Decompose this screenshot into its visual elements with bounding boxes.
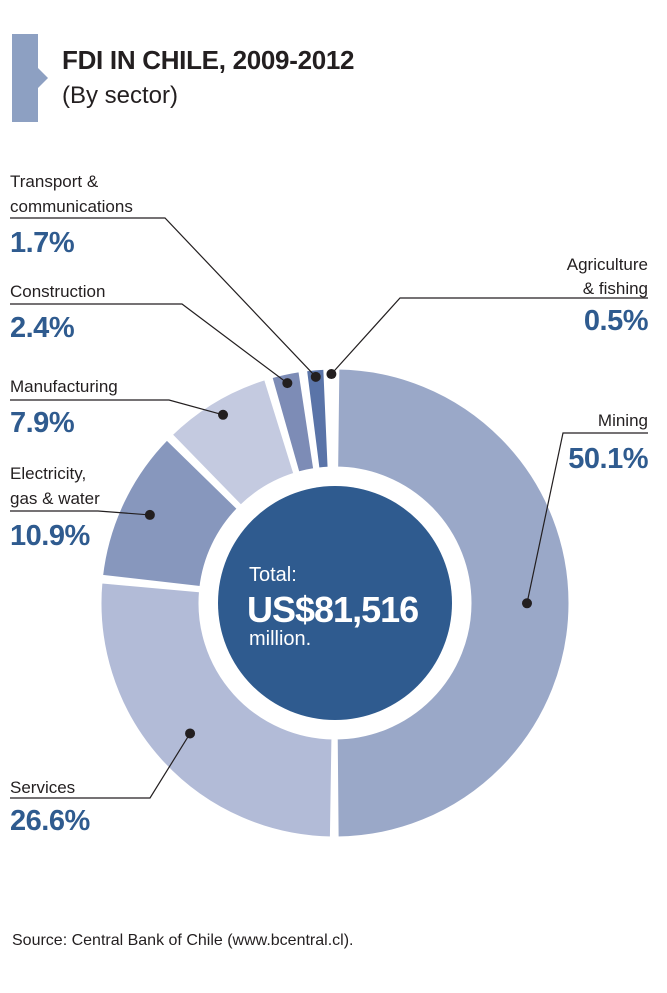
leader-line-services — [10, 733, 191, 799]
leader-line-agriculture-fishing — [330, 297, 648, 375]
slice-electricity-gas-water — [99, 436, 241, 590]
leader-dot-transport-communications — [310, 371, 321, 382]
chart-subtitle: (By sector) — [62, 82, 179, 109]
center-total-label: Total: — [249, 564, 297, 586]
leader-lines-layer — [10, 217, 648, 799]
label-electricity-gas-water-line-2: gas & water — [10, 489, 100, 508]
slice-construction — [268, 368, 317, 475]
label-mining-line-1: Mining — [598, 411, 648, 430]
labels-layer: Mining 50.1% Services 26.6% Electricity, gas … — [10, 172, 649, 837]
value-services: 26.6% — [10, 805, 90, 837]
center-total-unit: million. — [249, 628, 311, 650]
leader-dot-agriculture-fishing — [326, 369, 337, 380]
slice-manufacturing — [168, 376, 297, 509]
leader-line-transport-communications — [10, 217, 317, 378]
source-note: Source: Central Bank of Chile (www.bcent… — [12, 932, 354, 949]
value-manufacturing: 7.9% — [10, 407, 75, 439]
value-mining: 50.1% — [568, 443, 648, 475]
label-services-line-1: Services — [10, 778, 75, 797]
leader-line-electricity-gas-water — [10, 510, 150, 516]
value-construction: 2.4% — [10, 312, 75, 344]
chart-title: FDI IN CHILE, 2009-2012 — [62, 45, 355, 75]
center-total-value: US$81,516 — [247, 589, 418, 630]
slice-agriculture-fishing — [328, 366, 335, 470]
value-agriculture-fishing: 0.5% — [584, 305, 649, 337]
leader-dot-manufacturing — [218, 409, 229, 420]
center-disc — [218, 486, 452, 720]
slice-mining — [334, 366, 572, 840]
value-electricity-gas-water: 10.9% — [10, 520, 90, 552]
label-manufacturing-line-1: Manufacturing — [10, 377, 118, 396]
leader-dot-mining — [521, 598, 532, 609]
label-transport-communications-line-2: communications — [10, 197, 133, 216]
leader-line-mining — [526, 432, 648, 604]
title-accent-tab — [12, 34, 48, 122]
label-construction-line-1: Construction — [10, 282, 105, 301]
leader-dot-services — [185, 728, 196, 739]
label-transport-communications-line-1: Transport & — [10, 172, 99, 191]
label-electricity-gas-water-line-1: Electricity, — [10, 464, 86, 483]
leader-dot-electricity-gas-water — [144, 509, 155, 520]
label-agriculture-fishing-line-2: & fishing — [583, 279, 648, 298]
slice-transport-communications — [303, 366, 331, 471]
leader-dot-construction — [282, 378, 293, 389]
value-transport-communications: 1.7% — [10, 227, 75, 259]
slices-layer — [98, 366, 572, 840]
label-agriculture-fishing-line-1: Agriculture — [567, 255, 648, 274]
slice-services — [98, 580, 335, 840]
leader-line-construction — [10, 303, 288, 384]
leader-line-manufacturing — [10, 399, 224, 416]
